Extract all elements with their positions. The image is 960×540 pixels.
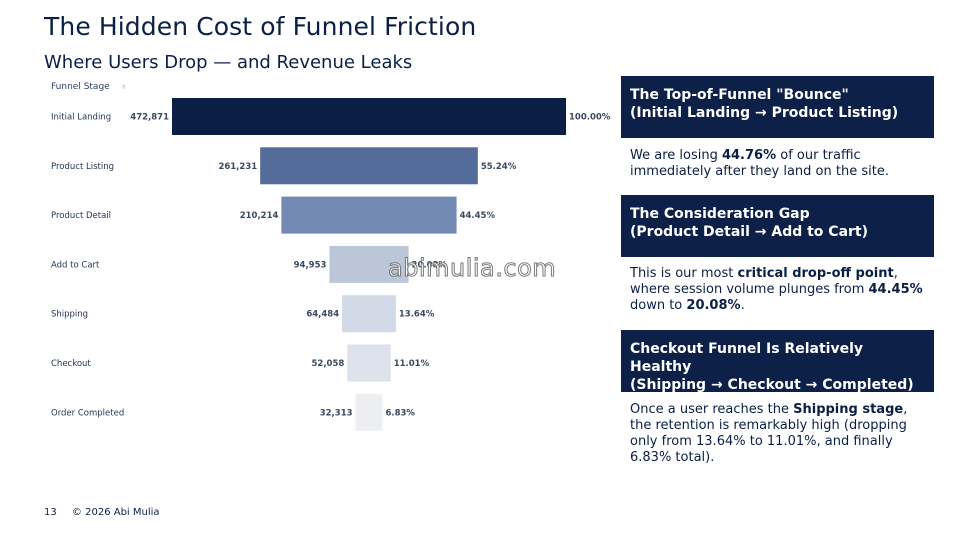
insight-2-body: This is our most critical drop-off point… <box>630 266 930 314</box>
highlight-text-3: 44.45% <box>868 282 923 297</box>
footer: 13 © 2026 Abi Mulia <box>44 507 172 518</box>
insight-3-title-line2: (Shipping → Checkout → Completed) <box>630 377 914 393</box>
value-label: 52,058 <box>311 359 344 369</box>
stage-label: Product Listing <box>51 162 114 172</box>
body-text-6: . <box>740 298 745 313</box>
funnel-chart: Funnel Stage ▿ Initial Landing 472,871 100… <box>44 78 620 440</box>
insight-1-header: The Top-of-Funnel "Bounce" (Initial Land… <box>621 76 934 138</box>
page-number: 13 <box>44 507 57 518</box>
percent-label: 55.24% <box>481 162 517 172</box>
stage-label: Shipping <box>51 310 88 320</box>
insight-2-title-line2: (Product Detail → Add to Cart) <box>630 224 869 240</box>
watermark: abimulia.com <box>387 254 557 283</box>
percent-label: 13.64% <box>399 310 435 320</box>
page-subtitle: Where Users Drop — and Revenue Leaks <box>44 52 413 73</box>
value-label: 94,953 <box>294 260 327 270</box>
percent-label: 100.00% <box>569 113 611 123</box>
insight-3-title-line1: Checkout Funnel Is Relatively Healthy <box>630 341 864 375</box>
highlight-text-1: critical drop-off point <box>737 266 894 281</box>
stage-label: Order Completed <box>51 408 124 418</box>
highlight-text-1: 44.76% <box>721 148 777 163</box>
value-label: 64,484 <box>306 310 339 320</box>
axis-header: Funnel Stage <box>51 82 110 92</box>
value-label: 210,214 <box>240 211 279 221</box>
copyright: © 2026 Abi Mulia <box>71 507 160 518</box>
funnel-bar[interactable] <box>281 196 457 234</box>
stage-label: Product Detail <box>51 211 111 221</box>
funnel-bar[interactable] <box>347 344 391 382</box>
highlight-text-1: Shipping stage <box>793 402 904 417</box>
percent-label: 11.01% <box>394 359 430 369</box>
body-text-4: down to <box>630 298 687 313</box>
insight-2-title-line1: The Consideration Gap <box>630 206 810 222</box>
value-label: 261,231 <box>218 162 257 172</box>
body-text-0: This is our most <box>630 266 738 281</box>
percent-label: 6.83% <box>385 408 415 418</box>
insight-3-header: Checkout Funnel Is Relatively Healthy (S… <box>621 330 934 393</box>
percent-label: 20.08% <box>412 260 448 270</box>
funnel-bar[interactable] <box>342 295 396 333</box>
insight-2-header: The Consideration Gap (Product Detail → … <box>621 195 934 257</box>
body-text-2: , where session volume plunges from <box>630 266 898 297</box>
insight-1-title-line1: The Top-of-Funnel "Bounce" <box>630 87 849 103</box>
value-label: 472,871 <box>130 113 169 123</box>
body-text-2: , the retention is remarkably high (drop… <box>630 402 908 465</box>
insight-1-title-line2: (Initial Landing → Product Listing) <box>630 105 899 121</box>
body-text-0: Once a user reaches the <box>630 402 794 417</box>
body-text-2: of our traffic immediately after they la… <box>630 148 889 179</box>
body-text-0: We are losing <box>630 148 722 163</box>
stage-label: Checkout <box>51 359 91 369</box>
stage-label: Initial Landing <box>51 113 111 123</box>
page-title: The Hidden Cost of Funnel Friction <box>44 12 477 41</box>
insight-3-body: Once a user reaches the Shipping stage, … <box>630 402 930 466</box>
filter-icon[interactable]: ▿ <box>122 83 126 91</box>
funnel-bar[interactable] <box>329 245 409 283</box>
funnel-bar[interactable] <box>172 98 566 135</box>
insight-1-body: We are losing 44.76% of our traffic imme… <box>630 148 930 180</box>
value-label: 32,313 <box>320 408 353 418</box>
highlight-text-5: 20.08% <box>686 298 741 313</box>
percent-label: 44.45% <box>460 211 496 221</box>
stage-label: Add to Cart <box>51 260 100 270</box>
funnel-bar[interactable] <box>260 147 478 185</box>
funnel-chart-svg: Funnel Stage ▿ Initial Landing 472,871 100… <box>51 82 611 431</box>
funnel-bar[interactable] <box>355 393 383 431</box>
